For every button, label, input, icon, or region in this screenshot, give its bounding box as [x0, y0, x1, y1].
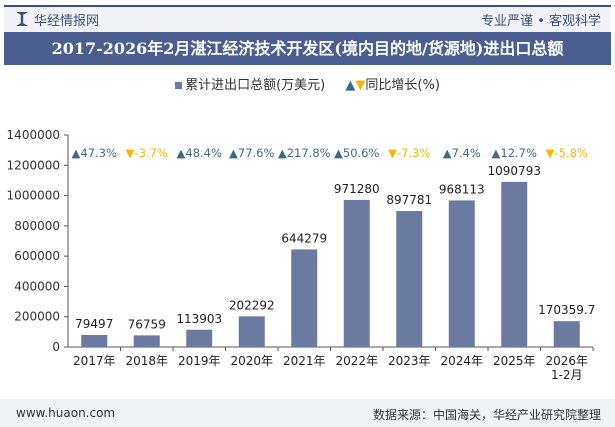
x-tick-label: 2018年 — [125, 354, 168, 368]
bar-value-label: 202292 — [229, 298, 275, 312]
bar-value-label: 76759 — [128, 317, 166, 331]
x-tick-label: 1-2月 — [551, 368, 583, 382]
x-tick-label: 2024年 — [440, 354, 483, 368]
y-tick-label: 0 — [52, 340, 60, 354]
bar-value-label: 968113 — [439, 182, 485, 196]
bar-value-label: 113903 — [176, 312, 222, 326]
x-tick-label: 2025年 — [493, 354, 536, 368]
y-tick-label: 600000 — [14, 249, 60, 263]
y-tick-label: 1200000 — [7, 158, 60, 172]
footer-source: 数据来源：中国海关，华经产业研究院整理 — [372, 408, 601, 422]
bar-value-label: 79497 — [75, 317, 113, 331]
bar — [553, 321, 580, 347]
bar — [501, 181, 528, 347]
x-tick-label: 2023年 — [388, 354, 431, 368]
x-tick-label: 2017年 — [73, 354, 116, 368]
x-tick-label: 2021年 — [283, 354, 326, 368]
footer-site: www.huaon.com — [16, 406, 116, 420]
bar — [186, 329, 213, 347]
bar-value-label: 644279 — [281, 231, 327, 245]
growth-label: ▲47.3% — [72, 146, 117, 160]
x-tick-label: 2022年 — [335, 354, 378, 368]
legend-down-triangle-icon: ▼ — [355, 78, 366, 93]
header-bar — [4, 7, 611, 32]
bar — [396, 211, 423, 347]
bar-value-label: 170359.7 — [538, 303, 595, 317]
bar-value-label: 971280 — [334, 182, 380, 196]
legend-bar-label: 累计进出口总额(万美元) — [185, 78, 326, 93]
x-tick-label: 2019年 — [178, 354, 221, 368]
bar — [133, 335, 160, 347]
growth-label: ▼-3.7% — [126, 146, 168, 160]
growth-label: ▼-7.3% — [388, 146, 430, 160]
bar — [343, 199, 370, 347]
y-tick-label: 1400000 — [7, 128, 60, 142]
growth-label: ▼-5.8% — [546, 146, 588, 160]
x-tick-label: 2026年 — [545, 354, 588, 368]
bar-value-label: 1090793 — [488, 164, 541, 178]
y-tick-label: 800000 — [14, 219, 60, 233]
legend-growth-label: 同比增长(%) — [365, 78, 440, 93]
legend-bar-swatch — [175, 82, 183, 89]
brand-name: 华经情报网 — [34, 14, 100, 29]
growth-label: ▲12.7% — [492, 146, 537, 160]
y-tick-label: 200000 — [14, 310, 60, 324]
growth-label: ▲217.8% — [278, 146, 331, 160]
bar — [81, 334, 108, 347]
footer: www.huaon.com 数据来源：中国海关，华经产业研究院整理 — [0, 399, 615, 427]
legend-up-triangle-icon: ▲ — [345, 78, 356, 93]
bar — [291, 249, 318, 347]
bar — [448, 200, 475, 347]
growth-label: ▲50.6% — [334, 146, 379, 160]
top-rule — [4, 5, 611, 7]
slogan: 专业严谨 • 客观科学 — [481, 14, 601, 29]
growth-label: ▲77.6% — [229, 146, 274, 160]
growth-label: ▲7.4% — [443, 146, 481, 160]
bar-value-label: 897781 — [386, 193, 432, 207]
y-tick-label: 1000000 — [7, 189, 60, 203]
growth-label: ▲48.4% — [177, 146, 222, 160]
legend: 累计进出口总额(万美元) ▲▼同比增长(%) — [0, 74, 615, 93]
y-tick-label: 400000 — [14, 279, 60, 293]
chart-title: 2017-2026年2月湛江经济技术开发区(境内目的地/货源地)进出口总额 — [4, 32, 611, 65]
bar — [238, 316, 265, 347]
x-tick-label: 2020年 — [230, 354, 273, 368]
